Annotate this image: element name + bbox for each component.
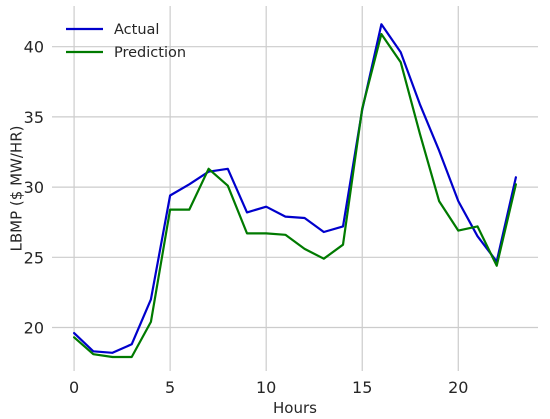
x-tick-label: 0 [69, 378, 79, 397]
x-axis-label: Hours [273, 399, 317, 417]
y-tick-label: 30 [24, 178, 44, 197]
legend-label-actual: Actual [114, 22, 159, 38]
series-line-actual [72, 23, 518, 354]
y-tick-label: 20 [24, 318, 44, 337]
y-tick-label: 40 [24, 38, 44, 57]
x-tick-label: 20 [448, 378, 468, 397]
series-line-prediction [72, 32, 518, 359]
y-tick-label: 25 [24, 248, 44, 267]
y-tick-label: 35 [24, 108, 44, 127]
y-axis-label: LBMP ($ MW/HR) [7, 126, 25, 252]
series-lines [72, 23, 518, 359]
x-tick-labels: 0 5 10 15 20 [69, 378, 468, 397]
x-tick-label: 10 [256, 378, 276, 397]
legend-label-prediction: Prediction [114, 45, 186, 61]
y-tick-labels: 20 25 30 35 40 [24, 38, 44, 338]
legend: Actual Prediction [66, 22, 186, 61]
x-tick-label: 15 [352, 378, 372, 397]
x-tick-label: 5 [165, 378, 175, 397]
gridlines [52, 6, 538, 371]
